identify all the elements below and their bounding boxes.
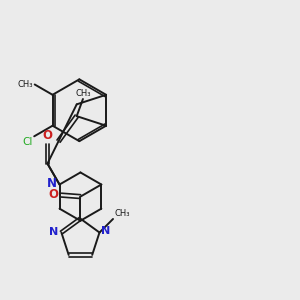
Text: N: N xyxy=(49,227,58,237)
Text: N: N xyxy=(101,226,110,236)
Text: O: O xyxy=(48,188,59,201)
Text: CH₃: CH₃ xyxy=(76,88,91,98)
Text: O: O xyxy=(43,128,53,142)
Text: CH₃: CH₃ xyxy=(17,80,33,89)
Text: Cl: Cl xyxy=(22,137,33,147)
Text: N: N xyxy=(46,176,57,190)
Text: CH₃: CH₃ xyxy=(114,209,130,218)
